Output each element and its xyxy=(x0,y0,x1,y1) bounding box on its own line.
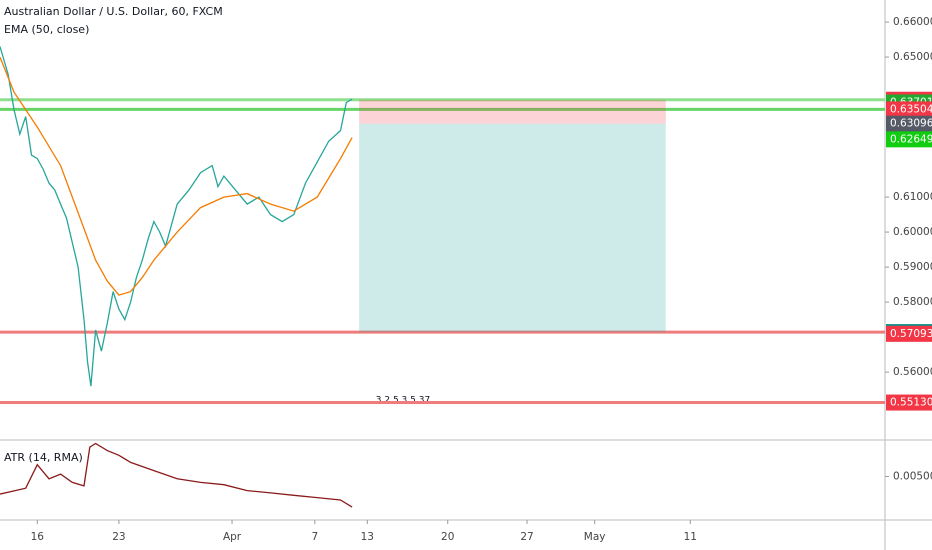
series-line xyxy=(0,46,353,387)
price-label-box xyxy=(886,131,932,148)
x-tick-label: 7 xyxy=(311,531,318,543)
indicator-label: EMA (50, close) xyxy=(4,23,89,36)
price-label: 0.57093 xyxy=(890,328,932,340)
x-tick-label: Apr xyxy=(223,531,242,543)
price-label: 0.63096 xyxy=(890,118,932,130)
price-label-box xyxy=(886,115,932,132)
chart-title: Australian Dollar / U.S. Dollar, 60, FXC… xyxy=(4,5,223,18)
price-label: 0.55130 xyxy=(890,397,932,409)
target-zone xyxy=(359,123,666,333)
x-tick-label: 23 xyxy=(112,531,125,543)
price-label: 0.62649 xyxy=(890,133,932,145)
series-line xyxy=(0,442,353,508)
atr-label: ATR (14, RMA) xyxy=(4,451,83,464)
stop-zone xyxy=(359,99,666,124)
x-tick-label: May xyxy=(584,531,606,543)
price-label-box xyxy=(886,394,932,411)
event-markers[interactable]: 3 2 5 3 5 37 xyxy=(376,396,430,406)
x-tick-label: 20 xyxy=(441,531,454,543)
price-label-box xyxy=(886,325,932,342)
y-tick-label: 0.00500 xyxy=(893,470,932,482)
series-line xyxy=(0,56,353,296)
x-tick-label: 11 xyxy=(684,531,697,543)
price-label: 0.63504 xyxy=(890,103,932,115)
x-tick-label: 16 xyxy=(31,531,45,543)
x-tick-label: 13 xyxy=(361,531,374,543)
x-tick-label: 27 xyxy=(520,531,533,543)
price-label-box xyxy=(886,101,932,118)
